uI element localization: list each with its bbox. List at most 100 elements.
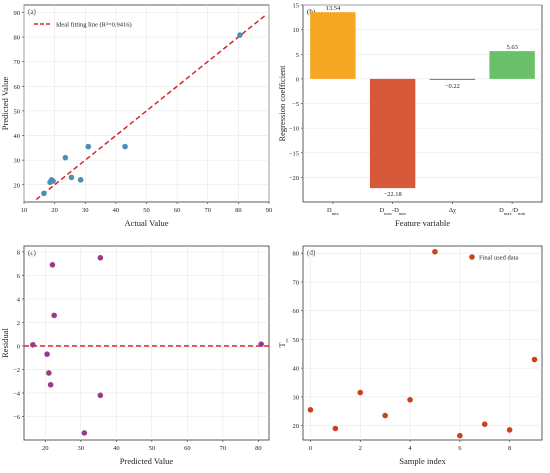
y-tick-label: 40 <box>293 366 300 373</box>
bar-value-label: 5.63 <box>506 44 517 51</box>
plot-frame <box>23 245 270 441</box>
data-point <box>332 425 339 432</box>
y-tick-label: 90 <box>14 10 21 17</box>
panel-b: (b) 13.54 −22.18 −0.22 5.63 Dmix Dmax-Dmin Δχ Dm… <box>277 3 543 228</box>
y-axis-label: Residual <box>0 327 10 357</box>
x-tick-label: 60 <box>184 445 191 452</box>
data-point <box>357 389 364 396</box>
bar <box>429 78 476 80</box>
y-tick-label: 70 <box>293 279 300 286</box>
x-tick-label: 90 <box>266 207 273 214</box>
bar-value-label: −22.18 <box>383 191 401 198</box>
data-point <box>97 392 104 399</box>
y-tick-label: 40 <box>14 133 21 140</box>
plot-frame <box>302 245 543 441</box>
x-tick-label: 60 <box>174 207 181 214</box>
y-tick-label: 5 <box>296 52 299 59</box>
y-tick-label: 80 <box>293 251 300 258</box>
x-tick-label: 40 <box>113 207 120 214</box>
data-point <box>49 262 56 268</box>
y-tick-label: 30 <box>293 394 300 401</box>
panel-label: (c) <box>28 249 36 257</box>
x-tick-label: 4 <box>408 445 412 452</box>
x-tick-label: 50 <box>149 445 156 452</box>
y-tick-label: 60 <box>293 308 300 315</box>
x-axis-label: Predicted Value <box>120 456 174 466</box>
bar <box>489 51 535 79</box>
data-point <box>30 341 36 348</box>
data-point <box>51 312 57 319</box>
x-tick-label: 70 <box>220 445 227 452</box>
x-tick-label: 6 <box>458 445 462 452</box>
y-tick-label: 6 <box>17 273 21 280</box>
x-tick-label: 30 <box>82 207 89 214</box>
y-axis-label: Regression coefficient <box>277 65 287 142</box>
y-tick-label: −20 <box>289 175 299 182</box>
data-point <box>122 143 128 150</box>
x-tick-label: Δχ <box>449 207 456 214</box>
y-tick-label: −4 <box>13 390 21 397</box>
y-tick-label: −5 <box>292 101 299 108</box>
x-tick-label: 80 <box>255 445 262 452</box>
data-point <box>46 370 52 376</box>
y-tick-label: 50 <box>14 108 21 115</box>
legend-label: Final used data <box>479 255 518 262</box>
x-tick-label: 20 <box>42 445 49 452</box>
x-tick-label: 0 <box>309 445 312 452</box>
data-point <box>41 190 47 197</box>
data-point <box>44 351 50 357</box>
data-point <box>81 430 88 436</box>
y-tick-label: −10 <box>289 126 299 133</box>
y-tick-label: 0 <box>296 76 299 83</box>
bar-value-label: −0.22 <box>445 83 460 90</box>
y-axis-label: Predicted Value <box>0 77 10 131</box>
data-point <box>506 427 513 433</box>
panel-label: (a) <box>28 8 36 16</box>
y-tick-label: 30 <box>14 158 21 165</box>
x-tick-label: 30 <box>78 445 85 452</box>
y-tick-label: 70 <box>14 59 21 66</box>
legend-label: Ideal fitting line (R²=0.9416) <box>56 22 132 29</box>
data-point <box>457 432 463 439</box>
x-tick-label: 80 <box>235 207 242 214</box>
legend-marker <box>469 254 475 260</box>
y-tick-label: 8 <box>17 249 20 256</box>
x-tick-label: 50 <box>143 207 150 214</box>
y-tick-label: 60 <box>14 84 21 91</box>
ideal-fit-line <box>35 14 267 201</box>
x-tick-label: 70 <box>205 207 212 214</box>
x-tick-label: 10 <box>21 207 28 214</box>
y-tick-label: 4 <box>17 296 21 303</box>
y-tick-label: 2 <box>17 320 20 327</box>
y-tick-label: 20 <box>14 182 21 189</box>
x-tick-label: Dmax-Dmin <box>379 207 406 216</box>
data-point <box>531 356 538 363</box>
x-axis-label: Sample index <box>399 456 446 466</box>
bar <box>369 78 416 189</box>
y-tick-label: 15 <box>293 3 300 10</box>
y-tick-label: 20 <box>293 423 300 430</box>
y-tick-label: 50 <box>293 337 300 344</box>
data-point <box>50 178 56 184</box>
data-point <box>237 32 243 38</box>
x-tick-label: 8 <box>508 445 511 452</box>
y-tick-label: −6 <box>13 414 21 421</box>
y-tick-label: 10 <box>293 27 300 34</box>
x-axis-label: Actual Value <box>125 218 169 228</box>
y-tick-label: −15 <box>289 150 299 157</box>
data-point <box>481 421 488 427</box>
x-tick-label: 2 <box>359 445 362 452</box>
data-point <box>47 381 54 388</box>
x-tick-label: Dmix <box>327 207 339 216</box>
data-point <box>432 248 438 255</box>
data-point <box>407 396 413 403</box>
data-point <box>77 177 84 183</box>
x-tick-label: 20 <box>51 207 58 214</box>
data-point <box>258 341 264 347</box>
y-axis-label: Tcc <box>277 338 289 347</box>
panel-a: (a) Ideal fitting line (R²=0.9416) 10 20 30 4… <box>0 4 273 228</box>
y-tick-label: −2 <box>13 367 20 374</box>
panel-label: (b) <box>307 8 316 16</box>
